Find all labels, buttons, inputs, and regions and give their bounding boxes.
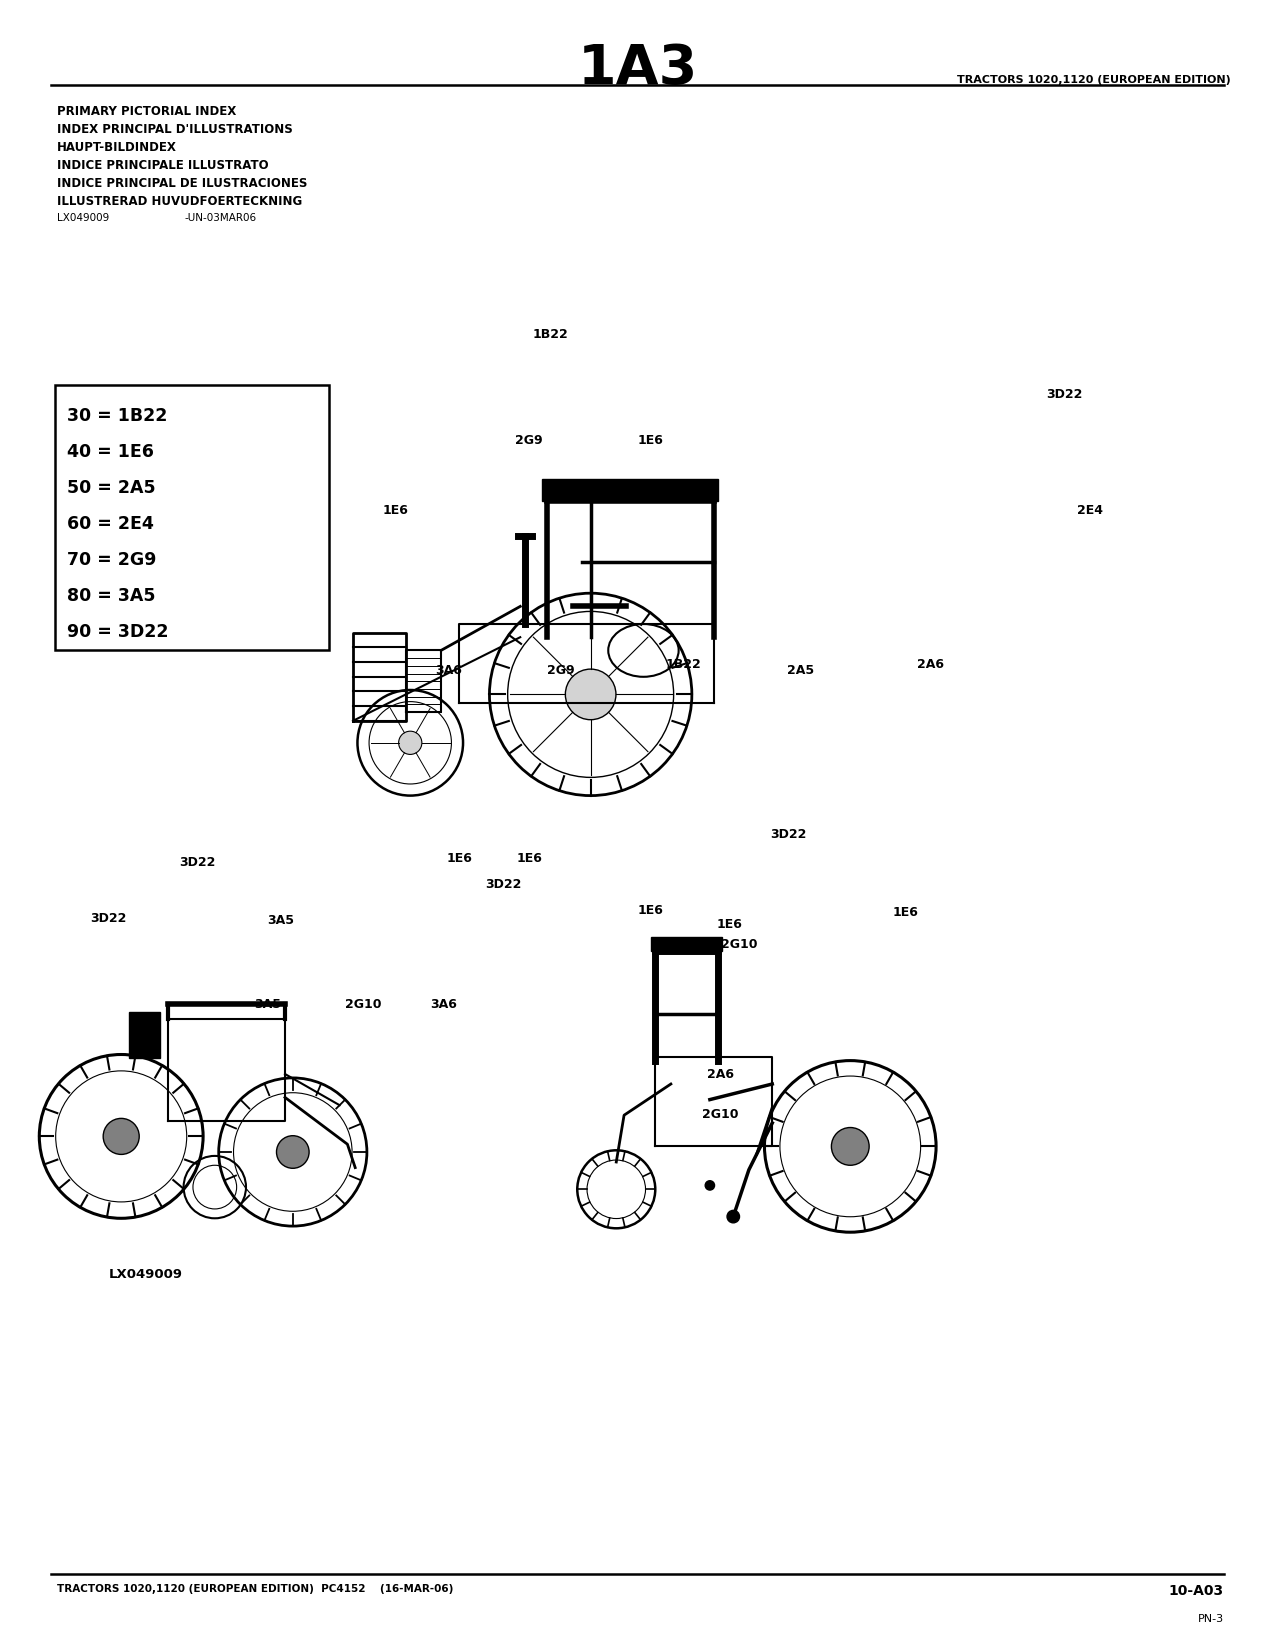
- Text: LX049009: LX049009: [108, 1269, 182, 1282]
- Text: 1E6: 1E6: [516, 851, 542, 865]
- Circle shape: [565, 670, 616, 719]
- Text: 50 = 2A5: 50 = 2A5: [66, 478, 156, 497]
- Text: 1E6: 1E6: [638, 434, 663, 447]
- Text: 3A5: 3A5: [254, 998, 282, 1011]
- Text: INDEX PRINCIPAL D'ILLUSTRATIONS: INDEX PRINCIPAL D'ILLUSTRATIONS: [57, 124, 293, 135]
- Circle shape: [831, 1127, 870, 1165]
- Text: LX049009: LX049009: [57, 213, 110, 223]
- Text: 1E6: 1E6: [638, 904, 663, 916]
- Circle shape: [727, 1211, 739, 1223]
- Text: HAUPT-BILDINDEX: HAUPT-BILDINDEX: [57, 140, 177, 153]
- Bar: [129, 1011, 161, 1058]
- Text: 2G10: 2G10: [722, 939, 757, 952]
- Text: 60 = 2E4: 60 = 2E4: [66, 515, 154, 533]
- Text: 2G10: 2G10: [346, 998, 381, 1011]
- Text: 2E4: 2E4: [1077, 503, 1103, 516]
- Text: -UN-03MAR06: -UN-03MAR06: [185, 213, 258, 223]
- Text: 1E6: 1E6: [892, 906, 918, 919]
- Text: 3D22: 3D22: [1047, 388, 1082, 401]
- Text: 2G10: 2G10: [703, 1109, 738, 1122]
- Bar: [652, 937, 722, 952]
- Text: 3D22: 3D22: [180, 855, 215, 868]
- Text: 3D22: 3D22: [486, 878, 521, 891]
- Text: 1A3: 1A3: [578, 41, 697, 96]
- Text: 3A6: 3A6: [430, 998, 458, 1011]
- Bar: [55, 384, 329, 650]
- Text: PN-3: PN-3: [1198, 1614, 1224, 1624]
- Circle shape: [103, 1119, 139, 1155]
- Text: 30 = 1B22: 30 = 1B22: [66, 408, 167, 426]
- Text: 40 = 1E6: 40 = 1E6: [66, 442, 154, 460]
- Text: 1E6: 1E6: [717, 919, 742, 932]
- Text: 1E6: 1E6: [382, 503, 408, 516]
- Text: 3D22: 3D22: [91, 911, 126, 924]
- Text: 1B22: 1B22: [666, 658, 701, 672]
- Text: 2A6: 2A6: [706, 1069, 734, 1081]
- Bar: [542, 478, 718, 502]
- Text: 80 = 3A5: 80 = 3A5: [66, 587, 156, 606]
- Text: 3A6: 3A6: [435, 663, 463, 676]
- Text: 2A5: 2A5: [787, 663, 815, 676]
- Text: 2G9: 2G9: [515, 434, 543, 447]
- Text: 10-A03: 10-A03: [1169, 1584, 1224, 1597]
- Circle shape: [277, 1135, 309, 1168]
- Circle shape: [705, 1181, 714, 1190]
- Text: 70 = 2G9: 70 = 2G9: [66, 551, 157, 569]
- Text: TRACTORS 1020,1120 (EUROPEAN EDITION)  PC4152    (16-MAR-06): TRACTORS 1020,1120 (EUROPEAN EDITION) PC…: [57, 1584, 454, 1594]
- Text: TRACTORS 1020,1120 (EUROPEAN EDITION): TRACTORS 1020,1120 (EUROPEAN EDITION): [956, 74, 1230, 86]
- Text: 3D22: 3D22: [770, 828, 806, 842]
- Text: 90 = 3D22: 90 = 3D22: [66, 624, 168, 640]
- Text: 2A6: 2A6: [917, 658, 945, 672]
- Text: INDICE PRINCIPAL DE ILUSTRACIONES: INDICE PRINCIPAL DE ILUSTRACIONES: [57, 177, 307, 190]
- Text: INDICE PRINCIPALE ILLUSTRATO: INDICE PRINCIPALE ILLUSTRATO: [57, 158, 269, 172]
- Text: PRIMARY PICTORIAL INDEX: PRIMARY PICTORIAL INDEX: [57, 106, 237, 119]
- Text: 1B22: 1B22: [533, 328, 569, 342]
- Text: 3A5: 3A5: [266, 914, 295, 927]
- Circle shape: [399, 731, 422, 754]
- Text: 2G9: 2G9: [547, 663, 575, 676]
- Text: 1E6: 1E6: [446, 851, 472, 865]
- Text: ILLUSTRERAD HUVUDFOERTECKNING: ILLUSTRERAD HUVUDFOERTECKNING: [57, 195, 302, 208]
